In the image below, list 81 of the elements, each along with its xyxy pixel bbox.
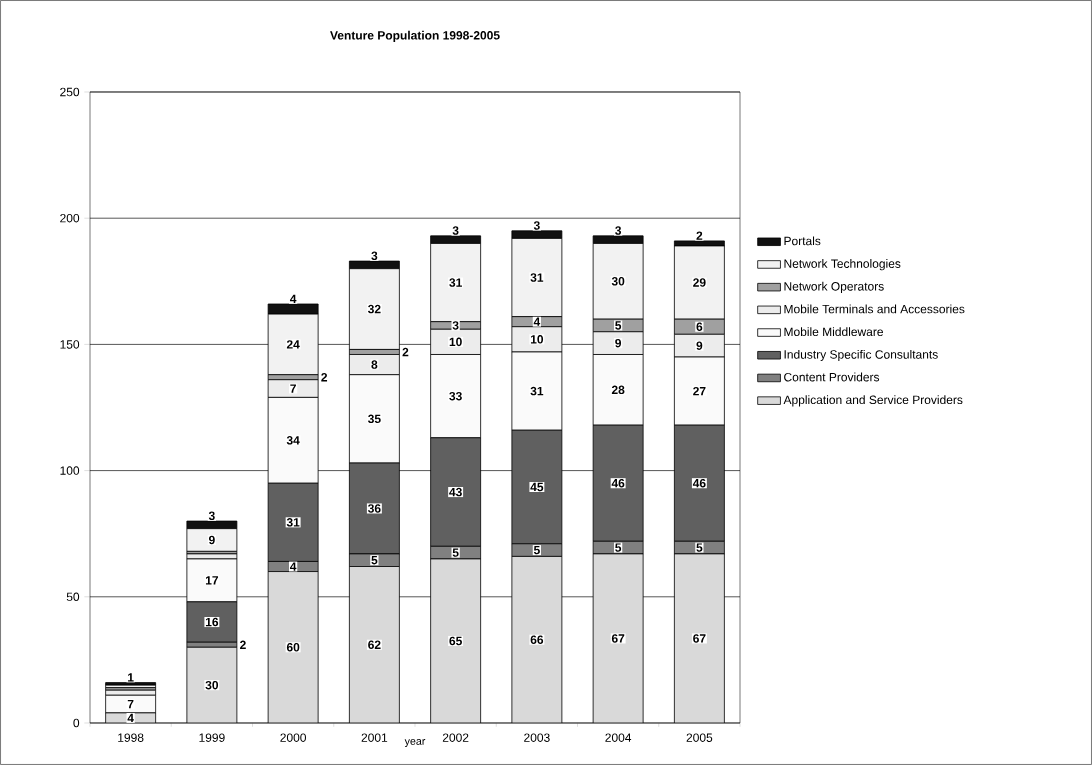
data-label: 34 (286, 436, 300, 445)
data-label: 7 (290, 384, 296, 393)
data-label: 36 (367, 504, 381, 513)
data-label: 10 (530, 335, 544, 344)
data-label: 67 (693, 634, 706, 643)
data-label: 33 (449, 391, 462, 401)
data-label: 5 (615, 321, 622, 330)
data-label: 67 (611, 634, 625, 643)
x-tick-label: 2002 (442, 733, 469, 742)
data-label: 5 (452, 548, 459, 557)
y-tick-label: 250 (60, 87, 80, 97)
y-tick-label: 0 (73, 718, 80, 728)
data-label: 2 (321, 373, 328, 382)
legend-label: Network Technologies (784, 259, 901, 271)
data-label: 16 (205, 617, 219, 627)
x-axis-title: year (404, 739, 426, 748)
y-tick-label: 200 (60, 213, 80, 223)
data-label: 27 (693, 386, 706, 396)
data-label: 9 (208, 535, 215, 545)
y-tick-label: 50 (66, 592, 80, 602)
legend-label: Mobile Terminals and Accessories (784, 304, 965, 314)
data-label: 66 (530, 635, 544, 644)
data-label: 3 (208, 511, 215, 520)
data-label: 5 (533, 545, 540, 555)
data-label: 31 (286, 518, 300, 527)
x-tick-label: 2000 (280, 733, 307, 742)
data-label: 45 (530, 482, 544, 492)
y-tick-label: 150 (60, 340, 80, 349)
x-tick-label: 1998 (118, 733, 144, 742)
legend-label: Application and Service Providers (783, 395, 963, 407)
chart-title: Venture Population 1998-2005 (330, 30, 500, 42)
data-label: 9 (615, 338, 622, 348)
data-label: 46 (692, 478, 706, 488)
data-label: 7 (127, 699, 134, 709)
data-label: 29 (693, 278, 706, 287)
data-label: 60 (286, 643, 300, 652)
data-label: 1 (128, 673, 134, 682)
data-label: 5 (371, 556, 378, 565)
data-label: 4 (127, 713, 134, 723)
legend-label: Mobile Middleware (784, 327, 883, 337)
data-label: 3 (452, 321, 459, 330)
data-label: 31 (449, 278, 462, 287)
x-tick-label: 1999 (199, 733, 225, 742)
data-label: 32 (367, 304, 381, 314)
data-label: 5 (696, 543, 703, 552)
legend-label: Content Providers (784, 372, 880, 382)
data-label: 2 (402, 347, 409, 357)
data-label: 43 (449, 487, 462, 497)
data-label: 3 (452, 226, 459, 235)
data-label: 9 (696, 341, 703, 350)
data-label: 3 (371, 251, 378, 261)
data-label: 2 (240, 640, 246, 649)
data-label: 5 (615, 543, 622, 552)
data-label: 31 (530, 386, 544, 396)
data-label: 65 (449, 636, 462, 646)
data-label: 35 (367, 414, 381, 424)
y-tick-label: 100 (60, 466, 80, 475)
data-label: 28 (611, 385, 625, 395)
data-label: 31 (530, 273, 544, 282)
data-label: 8 (371, 360, 378, 369)
data-label: 24 (286, 340, 300, 349)
x-tick-label: 2001 (361, 733, 388, 742)
x-tick-label: 2004 (605, 733, 632, 742)
data-label: 3 (533, 221, 540, 230)
data-label: 10 (449, 337, 462, 347)
x-tick-label: 2003 (524, 733, 550, 742)
data-label: 62 (368, 640, 381, 650)
data-label: 4 (289, 294, 297, 303)
legend-label: Portals (784, 236, 821, 246)
x-tick-label: 2005 (686, 733, 713, 742)
data-label: 30 (205, 680, 219, 690)
data-label: 3 (615, 226, 622, 235)
data-label: 6 (696, 322, 703, 331)
data-label: 46 (611, 478, 625, 488)
data-label: 2 (696, 231, 703, 240)
data-label: 4 (289, 562, 297, 571)
data-label: 4 (533, 317, 541, 326)
legend-label: Network Operators (784, 281, 884, 293)
legend-label: Industry Specific Consultants (784, 349, 938, 362)
data-label: 17 (205, 576, 219, 585)
data-label: 30 (611, 277, 625, 286)
